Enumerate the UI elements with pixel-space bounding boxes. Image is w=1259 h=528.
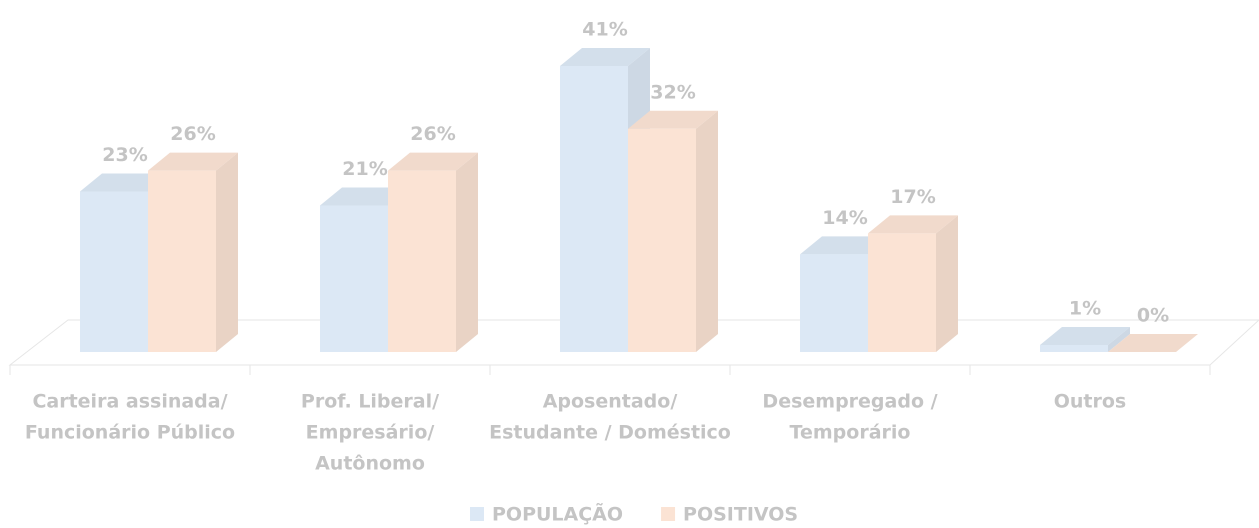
x-tick-label: Carteira assinada/ [32, 391, 227, 413]
x-tick-label: Temporário [790, 422, 911, 444]
bar-face [560, 48, 650, 66]
x-tick-label: Outros [1054, 391, 1127, 413]
bar [1040, 327, 1130, 352]
bar-face [456, 152, 478, 352]
bar-face [696, 110, 718, 352]
bar-face [628, 110, 718, 129]
value-label: 23% [102, 144, 147, 166]
value-label: 1% [1069, 298, 1101, 320]
bar-face [628, 128, 696, 352]
bar-face [800, 254, 868, 352]
value-label: 26% [170, 123, 215, 145]
legend-label: POSITIVOS [683, 504, 798, 526]
value-label: 32% [650, 81, 695, 103]
bar [1108, 334, 1198, 352]
value-label: 26% [410, 123, 455, 145]
bar-face [1040, 327, 1130, 346]
value-label: 21% [342, 158, 387, 180]
bar-face [800, 236, 890, 255]
legend-label: POPULAÇÃO [492, 502, 623, 526]
bar-face [320, 205, 388, 352]
bar-face [560, 66, 628, 352]
bar-face [80, 191, 148, 352]
value-label: 17% [890, 186, 935, 208]
bar-face [868, 215, 958, 234]
bar [868, 215, 958, 352]
x-tick-label: Prof. Liberal/ [301, 391, 439, 413]
legend-swatch [470, 507, 484, 521]
floor [8, 319, 1259, 366]
value-label: 41% [582, 19, 627, 41]
bar [628, 110, 718, 352]
bar [388, 152, 478, 352]
bar-face [936, 215, 958, 352]
value-label: 0% [1137, 305, 1169, 327]
value-label: 14% [822, 207, 867, 229]
bar-face [388, 170, 456, 352]
bar-face [388, 152, 478, 171]
x-tick-label: Desempregado / [762, 391, 937, 413]
bar-face [1108, 334, 1198, 352]
x-tick-label: Empresário/ [306, 422, 435, 444]
bar-face [80, 173, 170, 192]
bar-face [148, 152, 238, 171]
x-tick-label: Funcionário Público [25, 422, 235, 444]
x-tick-label: Autônomo [315, 453, 425, 475]
legend-swatch [661, 507, 676, 521]
bar-face [148, 170, 216, 352]
x-tick-label: Estudante / Doméstico [489, 422, 731, 444]
bar-face [320, 187, 410, 206]
bar [148, 152, 238, 352]
bar-face [216, 152, 238, 352]
bar-face [1108, 327, 1130, 352]
bar-face [868, 233, 936, 352]
bar-face [1040, 345, 1108, 352]
x-tick-label: Aposentado/ [543, 391, 678, 413]
